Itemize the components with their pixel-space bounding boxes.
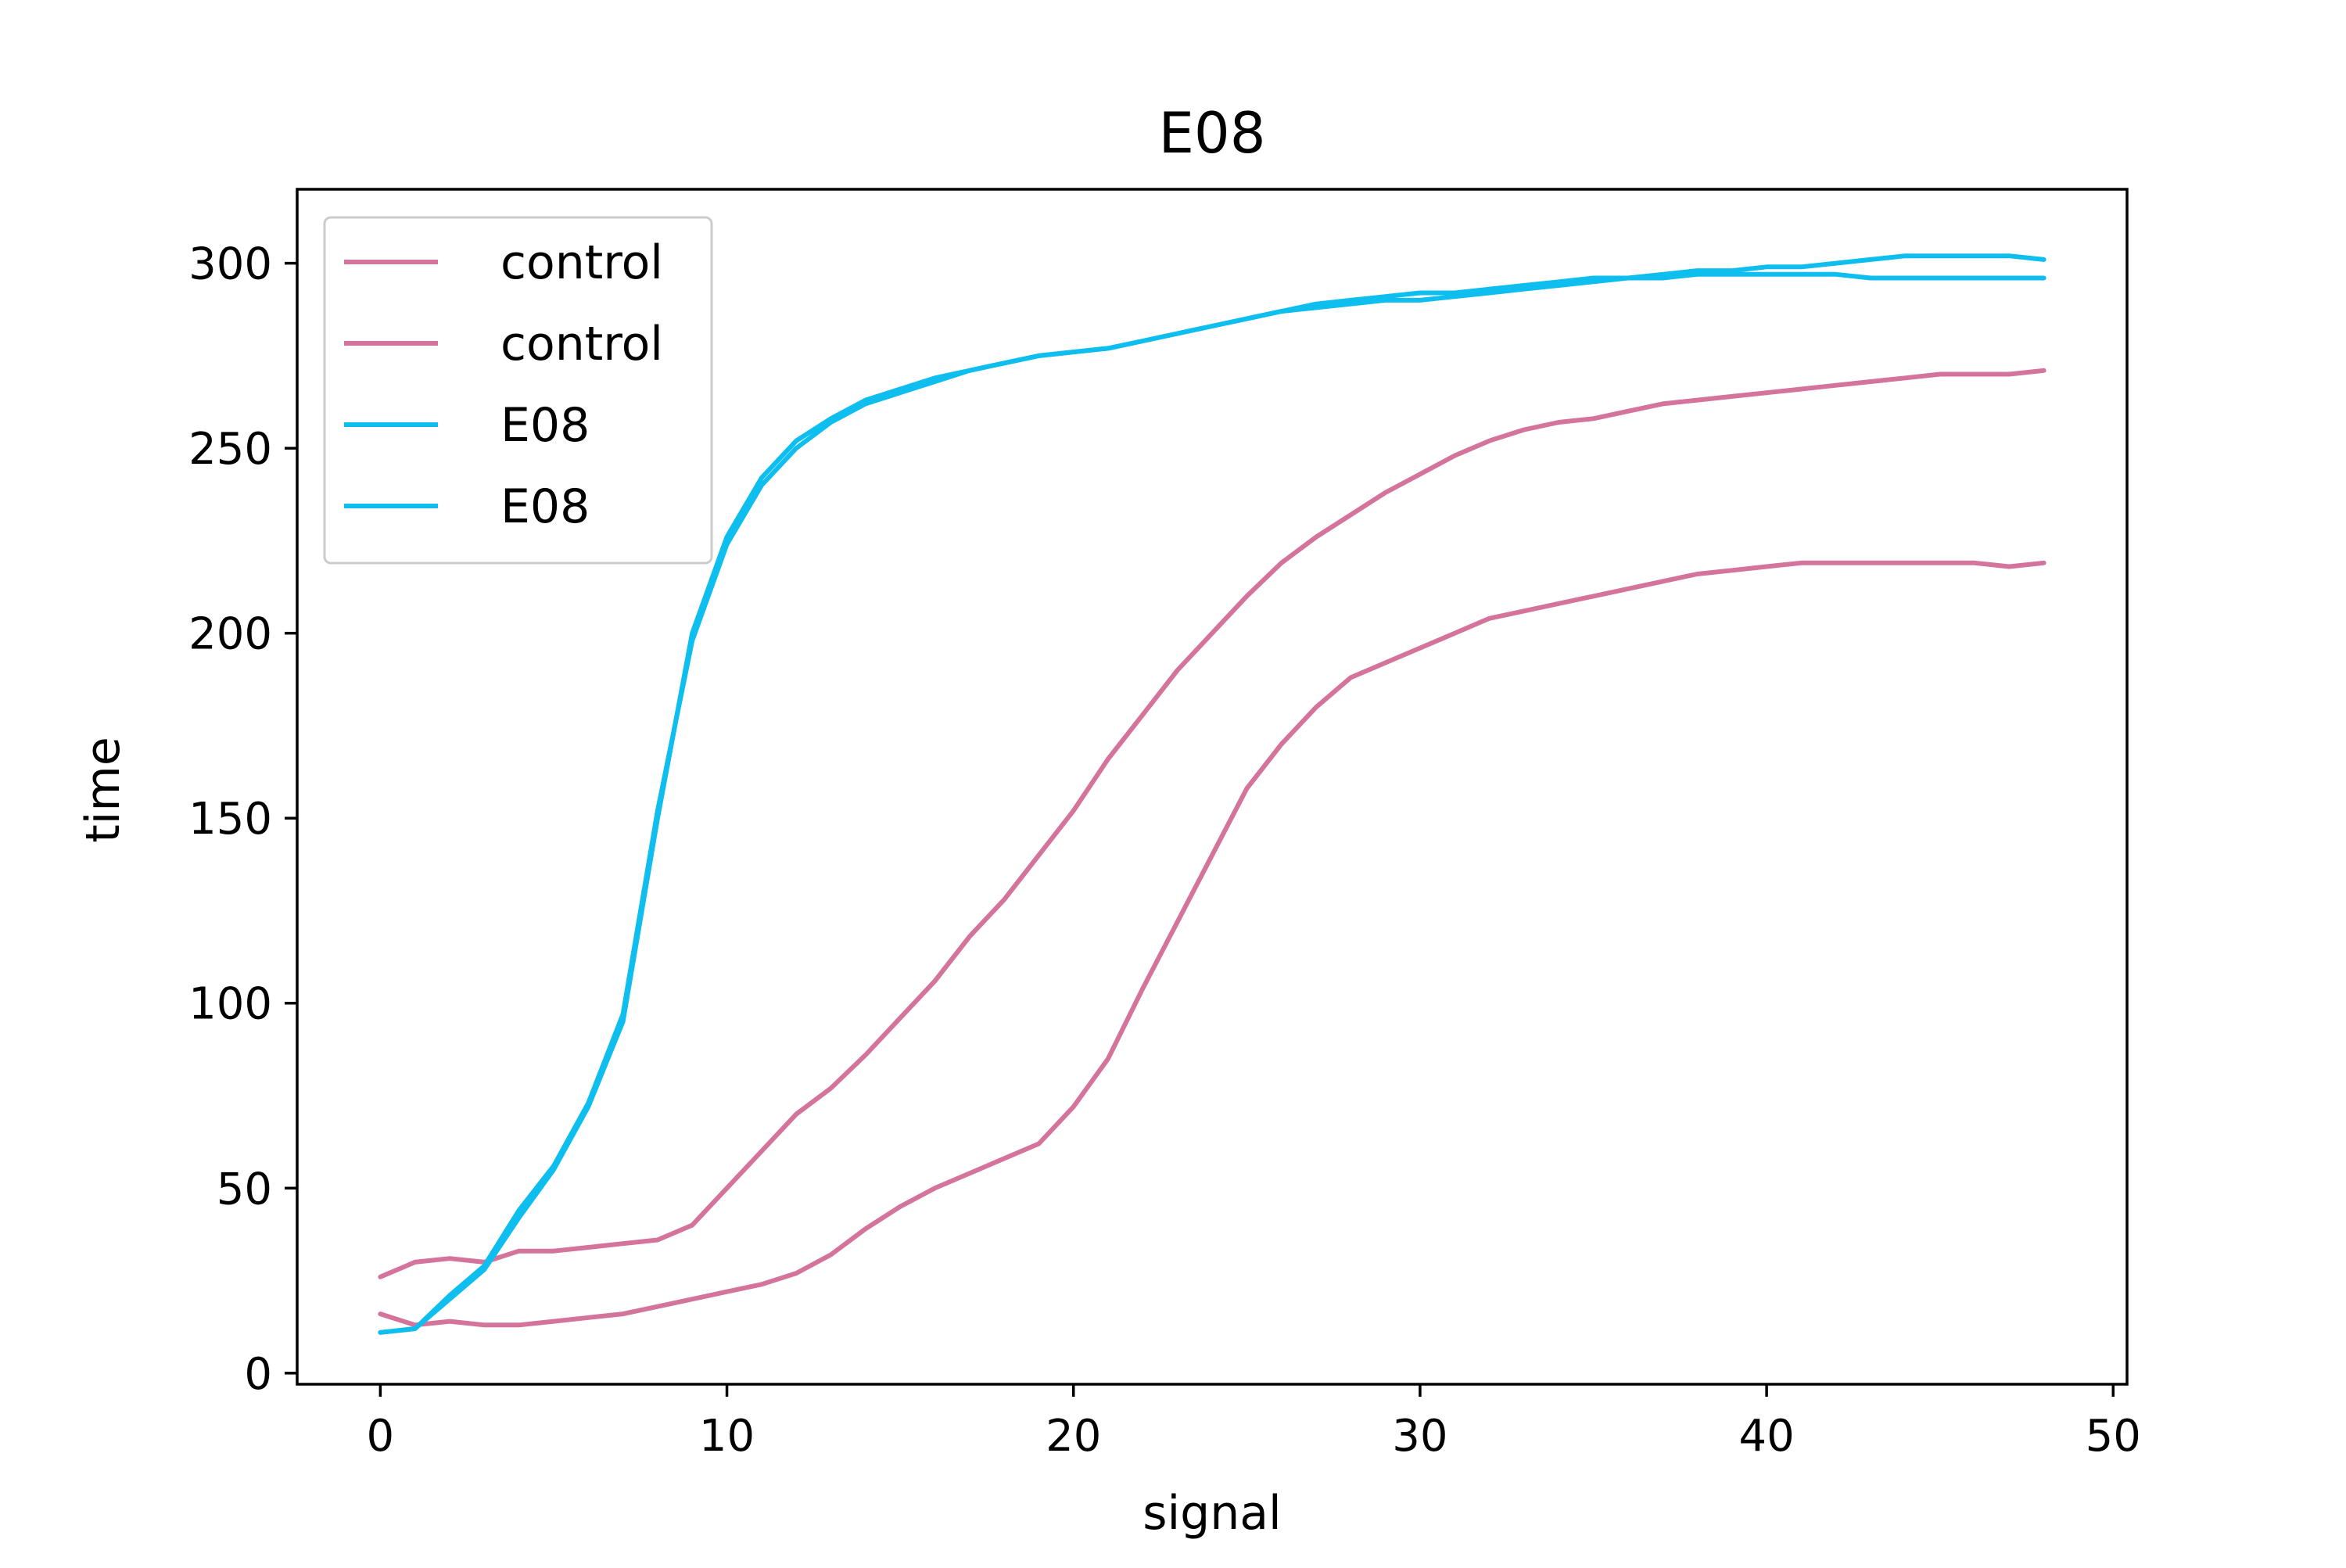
chart-title: E08	[1158, 100, 1265, 166]
x-axis-title: signal	[1143, 1486, 1281, 1541]
y-tick-label: 50	[217, 1164, 272, 1215]
x-tick-label: 30	[1392, 1411, 1447, 1462]
y-tick-label: 150	[188, 794, 272, 845]
x-tick-label: 10	[699, 1411, 755, 1462]
y-tick-label: 250	[188, 424, 272, 475]
legend-box	[323, 216, 713, 565]
x-tick-label: 20	[1046, 1411, 1101, 1462]
y-tick-label: 200	[188, 609, 272, 660]
legend-label: control	[500, 235, 663, 290]
x-tick-label: 0	[367, 1411, 395, 1462]
legend: control control E08 E08	[323, 216, 713, 565]
plot-frame	[296, 188, 2129, 1386]
legend-label: E08	[500, 398, 590, 453]
series-line-control-1	[378, 368, 2046, 1279]
series-line-e08-4	[378, 271, 2046, 1335]
y-axis-title: time	[76, 737, 131, 843]
x-tick-label: 50	[2086, 1411, 2141, 1462]
y-tick-label: 0	[244, 1349, 272, 1400]
y-tick-label: 100	[188, 979, 272, 1030]
legend-label: E08	[500, 479, 590, 534]
y-tick-label: 300	[188, 239, 272, 290]
plot-area	[378, 253, 2046, 1335]
axes: 0 10 20 30 40 50 0 50 100 150 200 250 300	[188, 188, 2141, 1462]
x-tick-label: 40	[1738, 1411, 1794, 1462]
legend-label: control	[500, 317, 663, 371]
series-line-control-2	[378, 560, 2046, 1328]
